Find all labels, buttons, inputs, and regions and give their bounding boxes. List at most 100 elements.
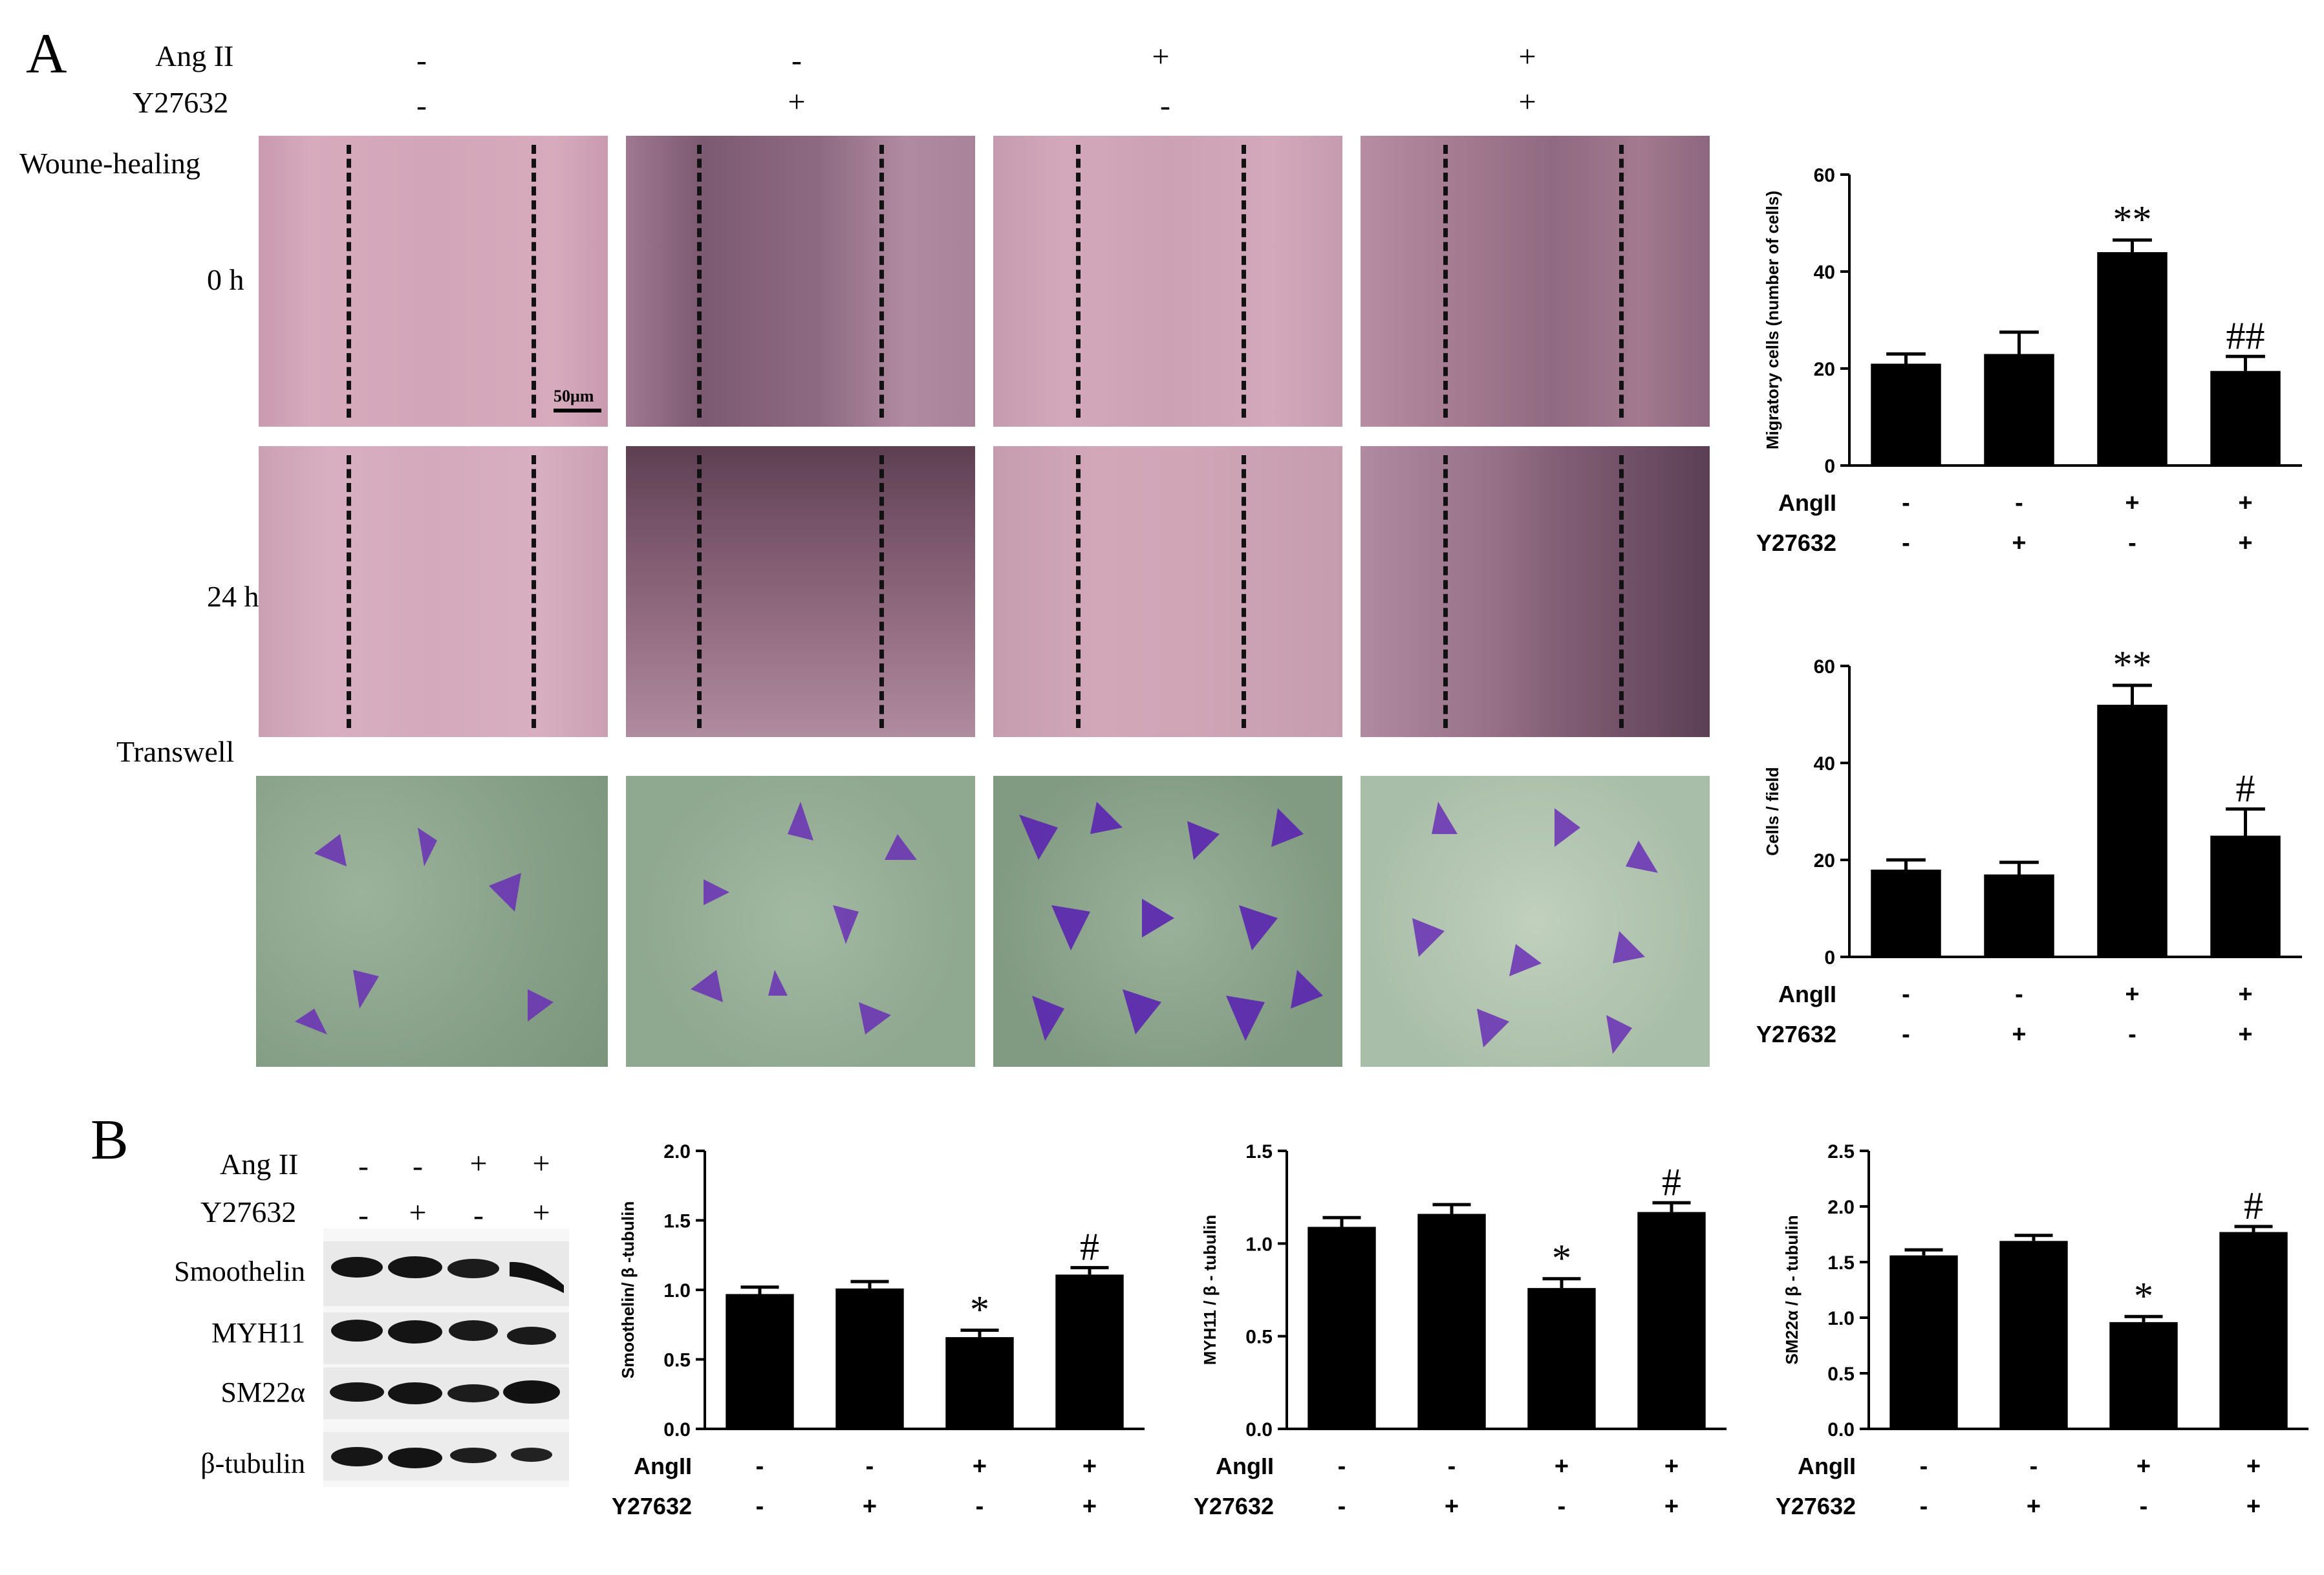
wound-edge-line: [1076, 455, 1081, 728]
bar: [1984, 354, 2054, 466]
wound-edge-line: [879, 455, 884, 728]
condition-sign: +: [1555, 1453, 1569, 1480]
wound-image-0h-4: [1361, 136, 1710, 427]
y-tick-label: 0.5: [663, 1350, 691, 1371]
treatment-sign: +: [1518, 39, 1536, 74]
wound-image-0h-3: [993, 136, 1342, 427]
y-tick-label: 1.0: [1245, 1234, 1273, 1255]
condition-sign: -: [1448, 1453, 1456, 1480]
bar-chart-sm22a: 0.0 0.5 1.0 1.5 2.0 2.5 SM22α / β - tubulin * # A…: [1776, 1141, 2308, 1520]
condition-sign: -: [1902, 530, 1910, 557]
condition-sign: -: [1338, 1453, 1346, 1480]
condition-sign: +: [2125, 981, 2139, 1008]
bar: [1871, 870, 1941, 957]
y-tick-label: 60: [1814, 656, 1835, 678]
significance-mark: #: [1080, 1226, 1099, 1269]
transwell-image-3: [993, 776, 1342, 1067]
scale-bar: [554, 409, 601, 412]
significance-mark: #: [2244, 1184, 2263, 1227]
treatment-sign: +: [1152, 39, 1170, 74]
y-tick-label: 20: [1814, 359, 1835, 380]
condition-sign: +: [863, 1493, 877, 1520]
wound-image-24h-3: [993, 446, 1342, 737]
blot-sign: -: [358, 1198, 369, 1232]
treatment-label-y27632: Y27632: [133, 86, 229, 119]
treatment-sign: +: [788, 85, 806, 119]
y-tick-label: 1.0: [663, 1280, 691, 1302]
blot-label-beta-tubulin: β-tubulin: [200, 1448, 305, 1479]
transwell-image-1: [256, 776, 608, 1067]
bar: [1984, 874, 2054, 957]
condition-sign: +: [1445, 1493, 1459, 1520]
significance-mark: ##: [2226, 314, 2265, 357]
condition-sign: -: [2015, 489, 2023, 517]
condition-label: AngII: [1798, 1453, 1856, 1479]
blot-label-sm22a: SM22α: [221, 1377, 305, 1408]
bar: [2097, 705, 2168, 957]
blot-treatment-label-y27632: Y27632: [200, 1195, 297, 1228]
transwell-cells: [691, 802, 917, 1034]
bar: [835, 1288, 904, 1429]
condition-sign: +: [2027, 1493, 2041, 1520]
condition-sign: -: [756, 1453, 764, 1480]
bar: [1871, 363, 1941, 466]
bar: [726, 1294, 794, 1429]
condition-label: Y27632: [1756, 1021, 1836, 1047]
western-blot-image: [323, 1228, 569, 1487]
wound-edge-line: [697, 145, 702, 418]
blot-label-smoothelin: Smoothelin: [174, 1256, 305, 1287]
y-tick-label: 0.0: [663, 1419, 691, 1441]
y-tick-label: 1.5: [663, 1211, 691, 1232]
transwell-cells: [295, 828, 554, 1034]
condition-sign: +: [2012, 530, 2026, 557]
scale-bar-label: 50μm: [554, 387, 594, 405]
y-axis-label: Cells / field: [1763, 767, 1782, 855]
y-tick-label: 40: [1814, 753, 1835, 775]
y-tick-label: 20: [1814, 850, 1835, 872]
condition-sign: +: [1664, 1453, 1679, 1480]
bar: [1307, 1227, 1376, 1429]
wound-edge-line: [1242, 455, 1246, 728]
treatment-sign: -: [1160, 89, 1170, 123]
wound-edge-line: [347, 455, 351, 728]
condition-sign: -: [2140, 1493, 2148, 1520]
wound-image-0h-2: [626, 136, 975, 427]
y-tick-label: 0.0: [1827, 1419, 1855, 1441]
wound-edge-line: [1443, 145, 1448, 418]
condition-sign: +: [2246, 1493, 2261, 1520]
transwell-cells: [1019, 802, 1323, 1041]
y-tick-label: 1.5: [1245, 1141, 1273, 1162]
y-tick-label: 0.0: [1245, 1419, 1273, 1441]
bar: [1527, 1288, 1596, 1429]
wound-edge-line: [1619, 145, 1624, 418]
significance-mark: *: [1552, 1237, 1571, 1280]
condition-sign: -: [976, 1493, 984, 1520]
wound-image-24h-1: [259, 446, 608, 737]
transwell-image-4: [1361, 776, 1710, 1067]
blot-sign: +: [532, 1146, 550, 1181]
bar: [2210, 370, 2281, 466]
transwell-image-2: [626, 776, 975, 1067]
condition-sign: -: [2030, 1453, 2038, 1480]
treatment-sign: +: [1518, 85, 1536, 119]
significance-mark: *: [970, 1288, 989, 1331]
bar-chart-myh11: 0.0 0.5 1.0 1.5 MYH11 / β - tubulin * # AngII - -…: [1194, 1141, 1727, 1520]
condition-sign: -: [1902, 981, 1910, 1008]
wound-edge-line: [347, 145, 351, 418]
condition-sign: -: [756, 1493, 764, 1520]
y-axis-label: Smoothelin/ β -tubulin: [618, 1201, 638, 1378]
condition-sign: +: [2125, 489, 2139, 517]
significance-mark: **: [2113, 198, 2152, 241]
condition-sign: +: [1082, 1493, 1097, 1520]
blot-sign: +: [532, 1195, 550, 1230]
panel-b-letter: B: [91, 1109, 129, 1172]
y-axis-label: SM22α / β - tubulin: [1782, 1215, 1802, 1364]
bar: [1637, 1212, 1706, 1429]
y-axis-label: Migratory cells (number of cells): [1763, 191, 1782, 449]
y-tick-label: 0: [1824, 947, 1835, 969]
wound-edge-line: [697, 455, 702, 728]
row-label-transwell: Transwell: [116, 735, 235, 768]
condition-label: AngII: [634, 1453, 692, 1479]
condition-sign: +: [2012, 1021, 2026, 1048]
treatment-label-angii: Ang II: [155, 39, 234, 72]
